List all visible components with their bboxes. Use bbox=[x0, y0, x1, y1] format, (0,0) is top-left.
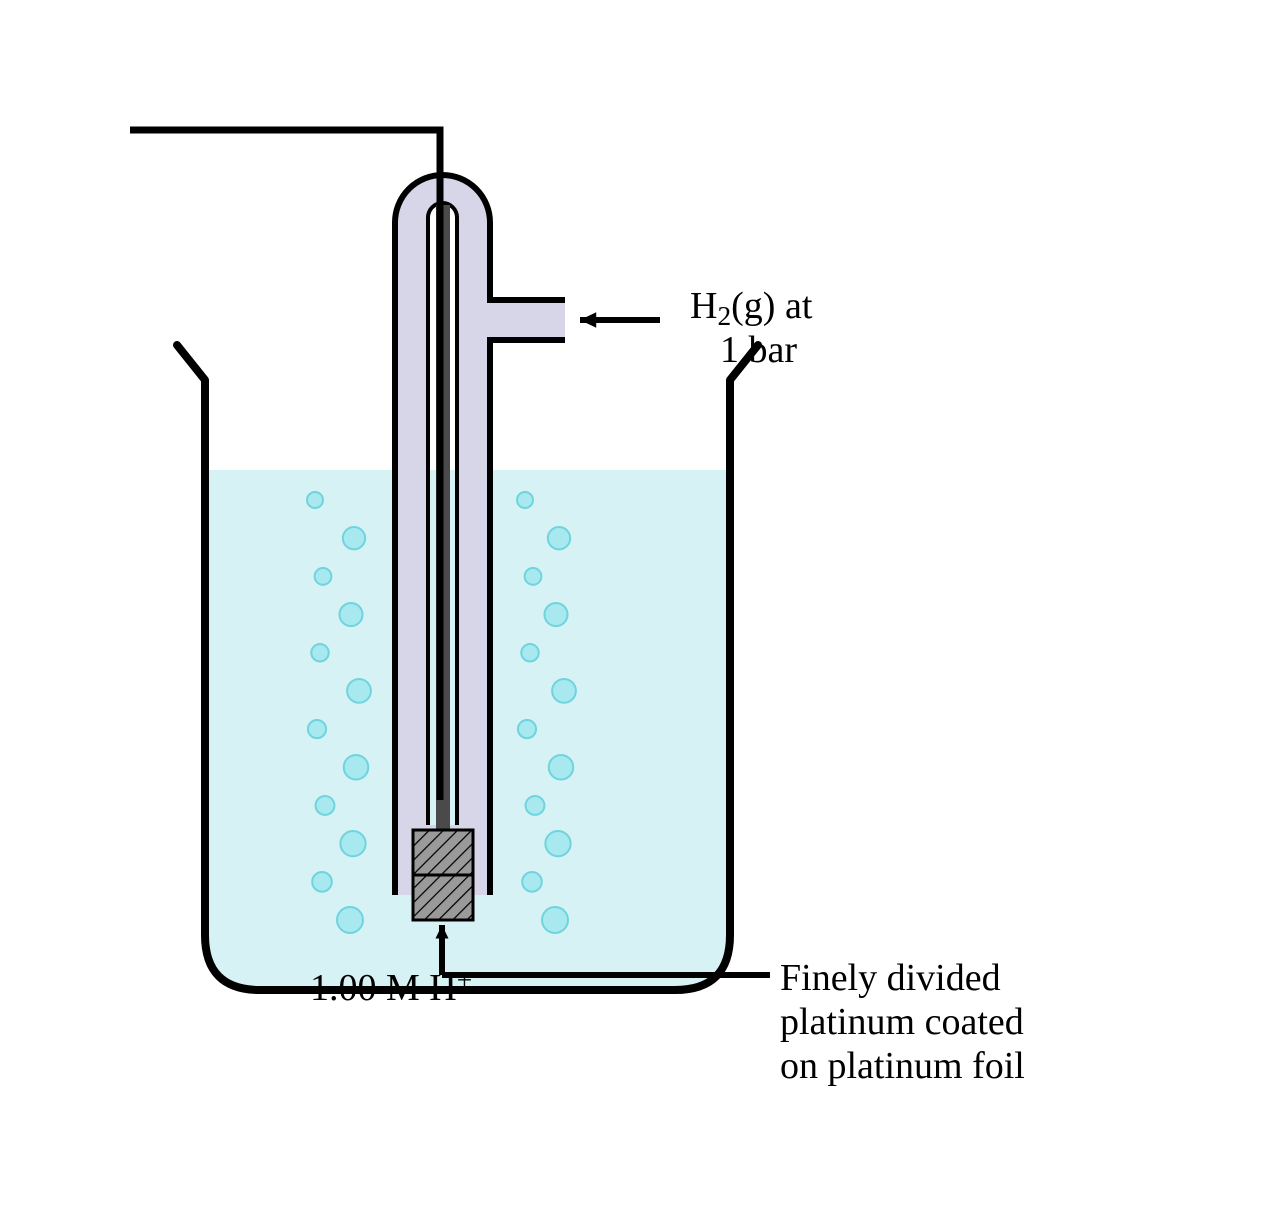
bubble bbox=[545, 831, 570, 856]
bubble bbox=[347, 679, 371, 703]
bubble bbox=[307, 492, 323, 508]
bubble bbox=[552, 679, 576, 703]
bubble bbox=[312, 872, 332, 892]
label-h2-line1: H2(g) at bbox=[690, 285, 813, 331]
label-platinum-line1: Finely divided bbox=[780, 957, 1001, 999]
bubble bbox=[311, 644, 328, 661]
bubble bbox=[549, 755, 574, 780]
bubble bbox=[337, 907, 363, 933]
bubble bbox=[517, 492, 533, 508]
label-platinum-line2: platinum coated bbox=[780, 1001, 1024, 1043]
label-h2-line2: 1 bar bbox=[720, 329, 797, 371]
bubble bbox=[544, 603, 567, 626]
bubble bbox=[522, 872, 542, 892]
bubble bbox=[542, 907, 568, 933]
label-platinum-line3: on platinum foil bbox=[780, 1045, 1025, 1087]
bubble bbox=[548, 527, 570, 549]
bubble bbox=[308, 720, 326, 738]
bubble bbox=[521, 644, 538, 661]
bubble bbox=[526, 796, 545, 815]
gas-inlet-tube-fill bbox=[487, 303, 565, 337]
she-diagram: H2(g) at1 bar 1.00 M H+ Finely dividedplat… bbox=[0, 0, 1280, 1221]
bubble bbox=[315, 568, 332, 585]
bubble bbox=[343, 527, 365, 549]
bubble bbox=[344, 755, 369, 780]
bubble bbox=[316, 796, 335, 815]
bubble bbox=[525, 568, 542, 585]
bubble bbox=[339, 603, 362, 626]
platinum-hatch bbox=[413, 830, 473, 875]
label-solution: 1.00 M H+ bbox=[310, 965, 472, 1009]
bubble bbox=[340, 831, 365, 856]
platinum-hatch bbox=[413, 875, 473, 920]
bubble bbox=[518, 720, 536, 738]
gas-inlet-arrow-head bbox=[580, 312, 596, 328]
